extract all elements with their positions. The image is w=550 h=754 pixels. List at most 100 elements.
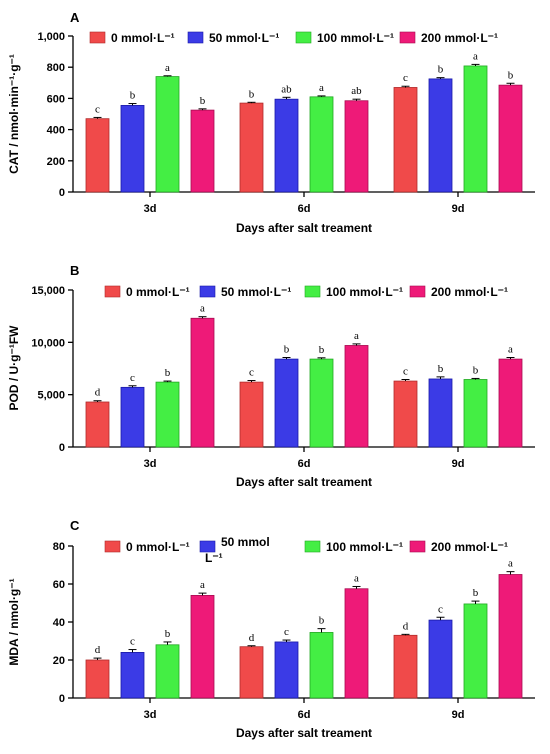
x-tick-label: 3d	[144, 203, 157, 215]
bar	[309, 96, 334, 193]
bar	[274, 641, 299, 699]
bar	[190, 317, 215, 448]
significance-letter: c	[95, 103, 100, 115]
significance-letter: a	[165, 62, 170, 74]
x-tick-label: 3d	[144, 709, 157, 721]
significance-letter: a	[508, 344, 513, 356]
y-tick-label: 80	[53, 541, 65, 553]
significance-letter: b	[165, 367, 171, 379]
y-axis-title: POD / U·g⁻¹FW	[7, 325, 21, 411]
x-axis-title: Days after salt treament	[236, 221, 372, 235]
bar	[309, 632, 334, 699]
significance-letter: c	[130, 636, 135, 648]
legend-label: 50 mmol·L⁻¹	[209, 31, 279, 45]
y-axis-title: CAT / nmol·min⁻¹·g⁻¹	[7, 54, 21, 174]
bar	[463, 379, 488, 448]
y-tick-label: 400	[47, 125, 65, 137]
bar	[85, 118, 110, 193]
significance-letter: c	[284, 626, 289, 638]
legend-label: 200 mmol·L⁻¹	[431, 285, 508, 299]
legend-swatch	[409, 285, 426, 298]
y-axis-title: MDA / nmol·g⁻¹	[7, 578, 21, 665]
significance-letter: a	[354, 330, 359, 342]
y-tick-label: 10,000	[31, 337, 65, 349]
significance-letter: c	[403, 365, 408, 377]
bar	[120, 105, 145, 193]
bar	[239, 102, 264, 193]
significance-letter: c	[249, 367, 254, 379]
x-tick-label: 6d	[298, 458, 311, 470]
significance-letter: c	[130, 372, 135, 384]
significance-letter: c	[438, 603, 443, 615]
significance-letter: ab	[281, 83, 292, 95]
y-tick-label: 200	[47, 156, 65, 168]
panel-letter: C	[70, 518, 80, 533]
legend-label: 0 mmol·L⁻¹	[126, 540, 190, 554]
y-tick-label: 40	[53, 617, 65, 629]
bar	[463, 603, 488, 699]
x-tick-label: 3d	[144, 458, 157, 470]
significance-letter: a	[354, 572, 359, 584]
significance-letter: b	[130, 90, 136, 102]
panel-letter: A	[70, 10, 80, 25]
bar	[155, 381, 180, 448]
significance-letter: b	[438, 363, 444, 375]
y-tick-label: 0	[59, 442, 65, 454]
bar	[190, 109, 215, 193]
significance-letter: b	[438, 64, 444, 76]
bar	[120, 386, 145, 448]
significance-letter: a	[473, 50, 478, 62]
bar	[393, 87, 418, 193]
significance-letter: b	[200, 95, 206, 107]
bar	[239, 381, 264, 448]
significance-letter: c	[403, 72, 408, 84]
x-axis-title: Days after salt treament	[236, 475, 372, 489]
x-tick-label: 9d	[452, 709, 465, 721]
legend-label: 50 mmol	[221, 535, 270, 549]
bar	[344, 588, 369, 699]
significance-letter: b	[473, 587, 479, 599]
legend-swatch	[187, 31, 204, 44]
legend-label: L⁻¹	[205, 551, 223, 565]
significance-letter: b	[249, 88, 255, 100]
legend-swatch	[399, 31, 416, 44]
bar	[85, 401, 110, 448]
x-tick-label: 6d	[298, 203, 311, 215]
legend-swatch	[304, 285, 321, 298]
significance-letter: b	[473, 364, 479, 376]
legend-label: 100 mmol·L⁻¹	[317, 31, 394, 45]
bar	[428, 78, 453, 193]
bar	[498, 574, 523, 699]
significance-letter: a	[200, 303, 205, 315]
bar	[498, 84, 523, 193]
bar	[344, 100, 369, 193]
bar	[239, 646, 264, 699]
y-tick-label: 0	[59, 187, 65, 199]
x-tick-label: 6d	[298, 709, 311, 721]
panel-letter: B	[70, 263, 79, 278]
bar	[274, 358, 299, 448]
legend-label: 200 mmol·L⁻¹	[431, 540, 508, 554]
legend-label: 200 mmol·L⁻¹	[421, 31, 498, 45]
legend-label: 50 mmol·L⁻¹	[221, 285, 291, 299]
legend-label: 100 mmol·L⁻¹	[326, 285, 403, 299]
significance-letter: a	[508, 558, 513, 570]
legend-swatch	[304, 540, 321, 553]
y-tick-label: 0	[59, 693, 65, 705]
legend-label: 0 mmol·L⁻¹	[111, 31, 175, 45]
significance-letter: ab	[351, 85, 362, 97]
bar	[393, 380, 418, 448]
significance-letter: b	[284, 344, 290, 356]
significance-letter: b	[319, 615, 325, 627]
y-tick-label: 1,000	[37, 31, 65, 43]
x-tick-label: 9d	[452, 203, 465, 215]
y-tick-label: 800	[47, 62, 65, 74]
bar	[274, 98, 299, 193]
legend-label: 0 mmol·L⁻¹	[126, 285, 190, 299]
bar	[155, 76, 180, 193]
significance-letter: b	[508, 69, 514, 81]
y-tick-label: 5,000	[37, 390, 65, 402]
bar	[428, 378, 453, 448]
